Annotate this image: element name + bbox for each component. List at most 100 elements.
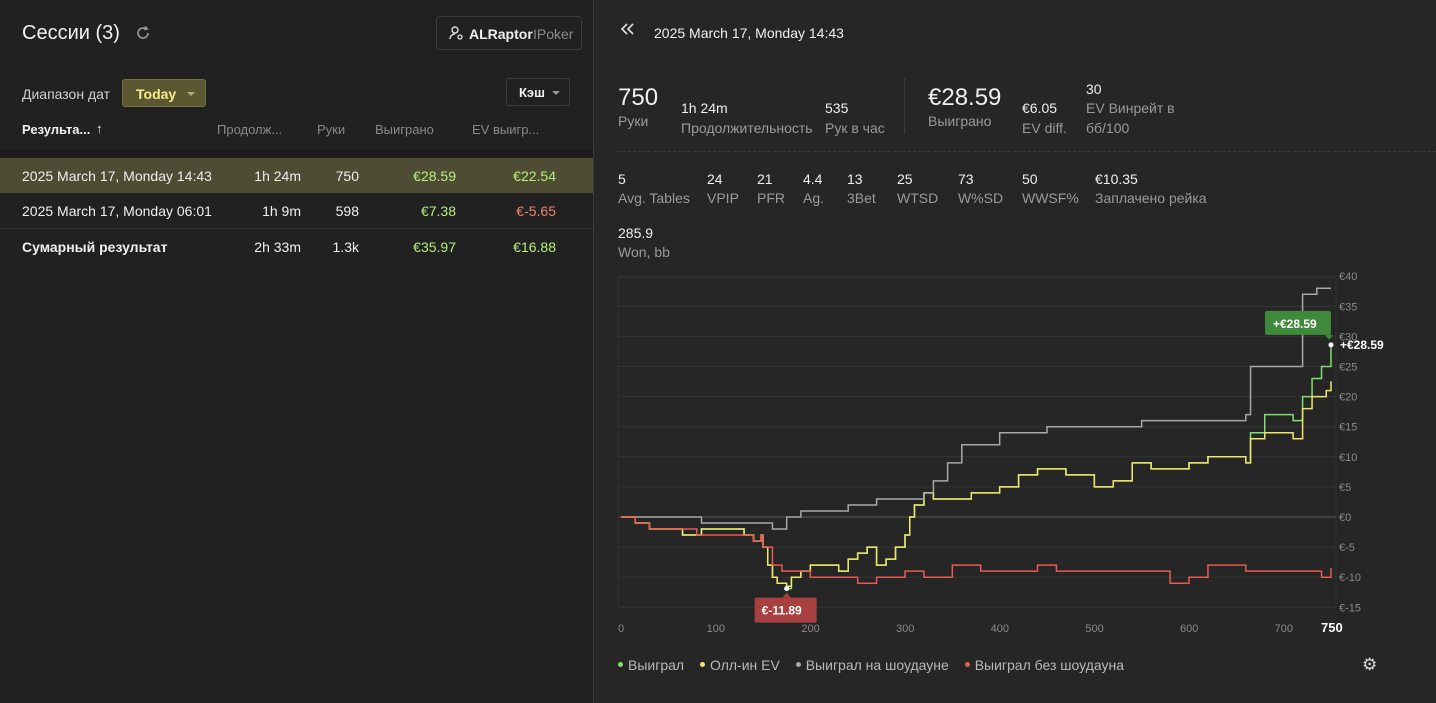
stat-label: PFR [757, 190, 785, 206]
row-divider [0, 228, 593, 229]
legend-item-won[interactable]: Выиграл [618, 657, 684, 673]
stat-value: 5 [618, 171, 626, 187]
date-range-label: Диапазон дат [22, 86, 111, 102]
stat-value: 50 [1022, 171, 1038, 187]
min-value-badge [754, 597, 817, 623]
session-hands: 598 [335, 203, 359, 219]
session-name: 2025 March 17, Monday 14:43 [22, 168, 212, 184]
table-row[interactable]: 2025 March 17, Monday 06:01 1h 9m 598 €7… [0, 193, 593, 228]
ev-winrate-label-unit: бб/100 [1086, 120, 1130, 136]
total-duration: 2h 33m [254, 239, 301, 255]
column-header-won[interactable]: Выиграно [375, 122, 434, 137]
total-ev: €16.88 [513, 239, 556, 255]
date-range-select[interactable]: Today [122, 79, 206, 107]
summary-divider [904, 78, 905, 134]
end-value-label: +€28.59 [1273, 317, 1317, 331]
ev-diff-value: €6.05 [1022, 100, 1058, 116]
x-tick-label: 200 [801, 623, 819, 635]
legend-label: Выиграл [628, 657, 685, 673]
y-tick-label: €25 [1339, 362, 1357, 374]
collapse-icon[interactable] [620, 22, 636, 41]
stat-label: Avg. Tables [618, 190, 690, 206]
session-ev: €22.54 [513, 168, 556, 184]
y-tick-label: €-15 [1339, 602, 1361, 614]
won-value: €28.59 [928, 84, 1002, 111]
legend-dot [795, 661, 801, 667]
series-line [621, 287, 1331, 530]
game-type-select[interactable]: Кэш [506, 78, 570, 106]
gear-icon[interactable]: ⚙ [1362, 655, 1378, 674]
account-button[interactable]: ALRaptor IPoker [436, 16, 582, 50]
stat-label: W%SD [958, 190, 1004, 206]
y-tick-label: €5 [1339, 482, 1351, 494]
min-value-badge-pointer [782, 592, 791, 598]
x-tick-label: 100 [707, 623, 725, 635]
stat-label: VPIP [707, 190, 739, 206]
hands-label: Руки [618, 113, 649, 129]
hands-per-hour-label: Рук в час [825, 120, 885, 136]
session-hands: 750 [335, 168, 359, 184]
chart-legend: Выиграл Олл-ин EV Выиграл на шоудауне Вы… [618, 657, 1136, 673]
game-type-value: Кэш [519, 85, 545, 100]
account-site: IPoker [533, 26, 574, 42]
table-row[interactable]: 2025 March 17, Monday 14:43 1h 24m 750 €… [0, 158, 593, 193]
stat-label: Заплачено рейка [1095, 190, 1207, 206]
date-range-value: Today [136, 86, 177, 102]
stat-value: 24 [707, 171, 723, 187]
sessions-panel [0, 0, 593, 703]
legend-dot [699, 661, 705, 667]
total-won: €35.97 [413, 239, 456, 255]
y-tick-label: €10 [1339, 452, 1357, 464]
stat-value: 13 [847, 171, 863, 187]
column-header-hands[interactable]: Руки [317, 122, 346, 137]
stat-value: 25 [897, 171, 913, 187]
column-header-duration[interactable]: Продолж... [217, 122, 283, 137]
legend-item-showdown[interactable]: Выиграл на шоудауне [795, 657, 949, 673]
won-bb-label: Won, bb [618, 244, 670, 260]
stat-value: 4.4 [803, 171, 823, 187]
session-won: €28.59 [413, 168, 456, 184]
legend-dot [618, 661, 623, 667]
legend-item-non-showdown[interactable]: Выиграл без шоудауна [964, 657, 1124, 673]
session-won: €7.38 [420, 203, 456, 219]
legend-item-allin-ev[interactable]: Олл-ин EV [699, 657, 780, 673]
panel-divider [593, 0, 594, 703]
stat-value: €10.35 [1095, 171, 1138, 187]
x-tick-label: 0 [618, 623, 624, 635]
stat-label: WWSF% [1022, 190, 1079, 206]
min-value-label: €-11.89 [762, 604, 802, 618]
legend-label: Выиграл на шоудауне [805, 657, 949, 673]
x-tick-label: 750 [1321, 620, 1343, 635]
column-header-result[interactable]: Результа... [22, 122, 91, 137]
total-hands: 1.3k [332, 239, 359, 255]
user-settings-icon [449, 25, 463, 41]
duration-value: 1h 24m [681, 100, 728, 116]
min-point-marker [784, 586, 790, 592]
session-name: 2025 March 17, Monday 06:01 [22, 203, 212, 219]
end-value-badge [1265, 310, 1331, 335]
won-label: Выиграно [928, 113, 992, 129]
session-title: 2025 March 17, Monday 14:43 [654, 25, 844, 41]
y-tick-label: €35 [1339, 301, 1357, 313]
stat-label: WTSD [897, 190, 939, 206]
x-tick-label: 300 [896, 623, 914, 635]
x-tick-label: 600 [1180, 623, 1198, 635]
ev-winrate-value: 30 [1086, 81, 1102, 97]
x-tick-label: 500 [1085, 623, 1103, 635]
stat-value: 21 [757, 171, 773, 187]
legend-dot [964, 661, 970, 667]
stat-label: 3Bet [847, 190, 876, 206]
y-tick-label: €-5 [1339, 542, 1355, 554]
sort-ascending-icon[interactable]: ↑ [96, 121, 103, 136]
session-duration: 1h 9m [262, 203, 301, 219]
y-tick-label: €40 [1339, 271, 1357, 283]
x-tick-label: 700 [1275, 623, 1293, 635]
account-name: ALRaptor [469, 26, 533, 42]
y-tick-label: €20 [1339, 392, 1357, 404]
legend-label: Олл-ин EV [709, 657, 780, 673]
sessions-title: Сессии (3) [22, 22, 120, 44]
refresh-icon[interactable] [134, 24, 152, 42]
stat-label: Ag. [803, 190, 825, 206]
column-header-ev[interactable]: EV выигр... [472, 122, 540, 137]
end-value-badge-pointer [1325, 334, 1333, 340]
